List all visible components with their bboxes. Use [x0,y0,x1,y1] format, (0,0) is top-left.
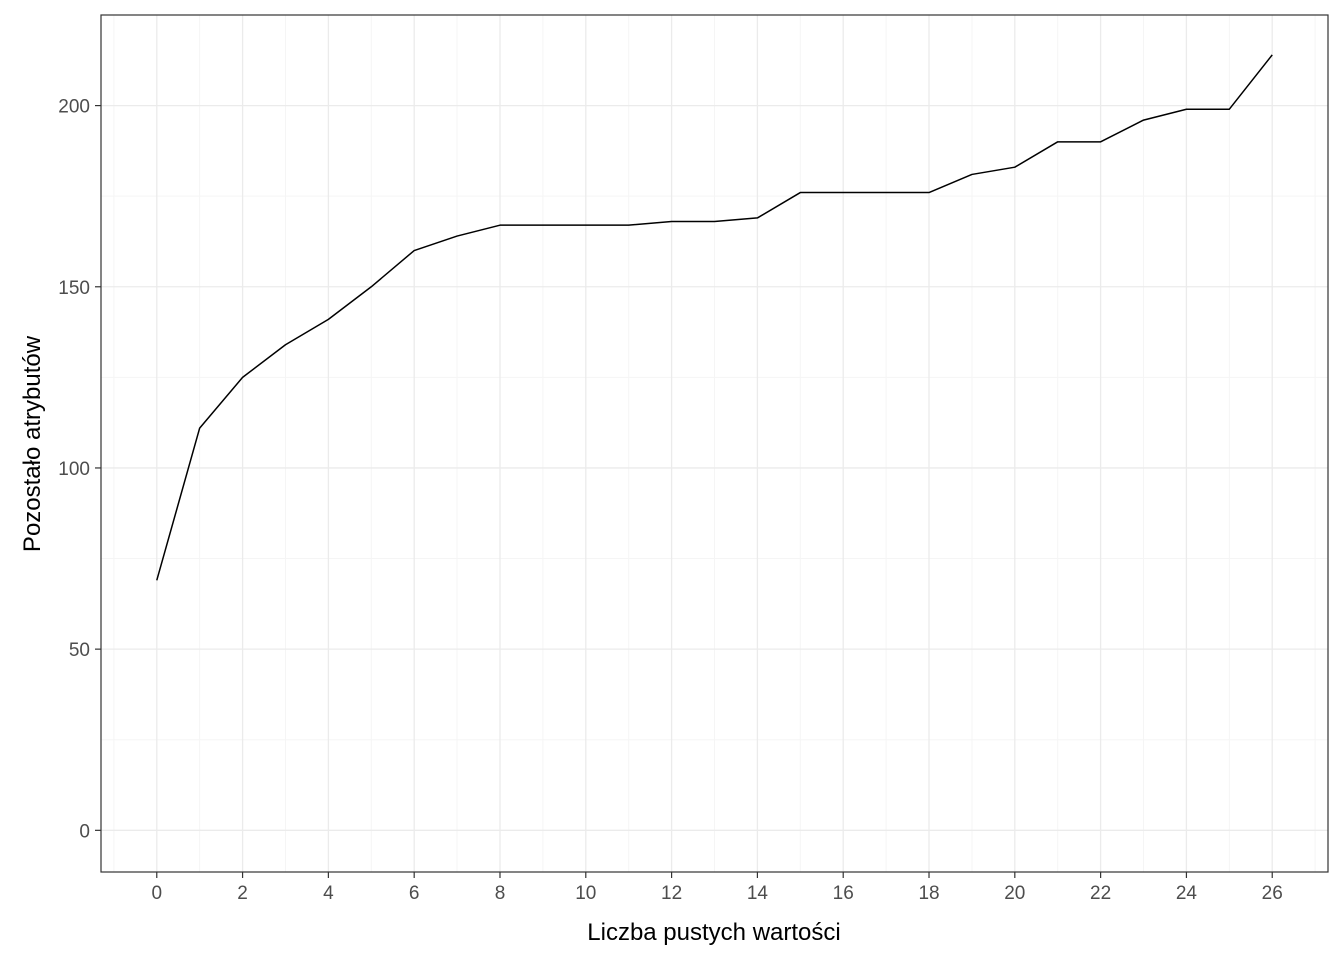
x-tick-label: 4 [323,883,334,904]
x-tick-label: 16 [833,883,854,904]
x-tick-label: 14 [747,883,769,904]
major-gridlines [101,15,1328,872]
x-tick-label: 10 [575,883,596,904]
y-axis: 0 50 100 150 200 [58,97,101,842]
y-tick-label: 200 [58,97,90,118]
x-tick-label: 12 [661,883,682,904]
x-tick-label: 2 [237,883,248,904]
x-tick-label: 0 [151,883,162,904]
x-tick-label: 6 [409,883,420,904]
series-line [156,54,1273,581]
y-axis-title: Pozostało atrybutów [19,335,46,552]
y-tick-label: 50 [69,640,90,661]
x-axis: 0 2 4 6 8 10 12 14 16 18 20 22 24 26 [151,872,1283,904]
x-tick-label: 24 [1176,883,1198,904]
panel-border [100,14,1329,873]
x-tick-label: 18 [918,883,939,904]
minor-gridlines [101,14,1328,872]
y-tick-label: 100 [58,459,90,480]
series-layer [156,54,1273,581]
y-tick-label: 150 [58,278,90,299]
y-tick-label: 0 [79,821,90,842]
x-tick-label: 8 [495,883,506,904]
x-tick-label: 22 [1090,883,1111,904]
x-tick-label: 26 [1262,883,1283,904]
x-tick-label: 20 [1004,883,1025,904]
x-axis-title: Liczba pustych wartości [587,919,840,946]
